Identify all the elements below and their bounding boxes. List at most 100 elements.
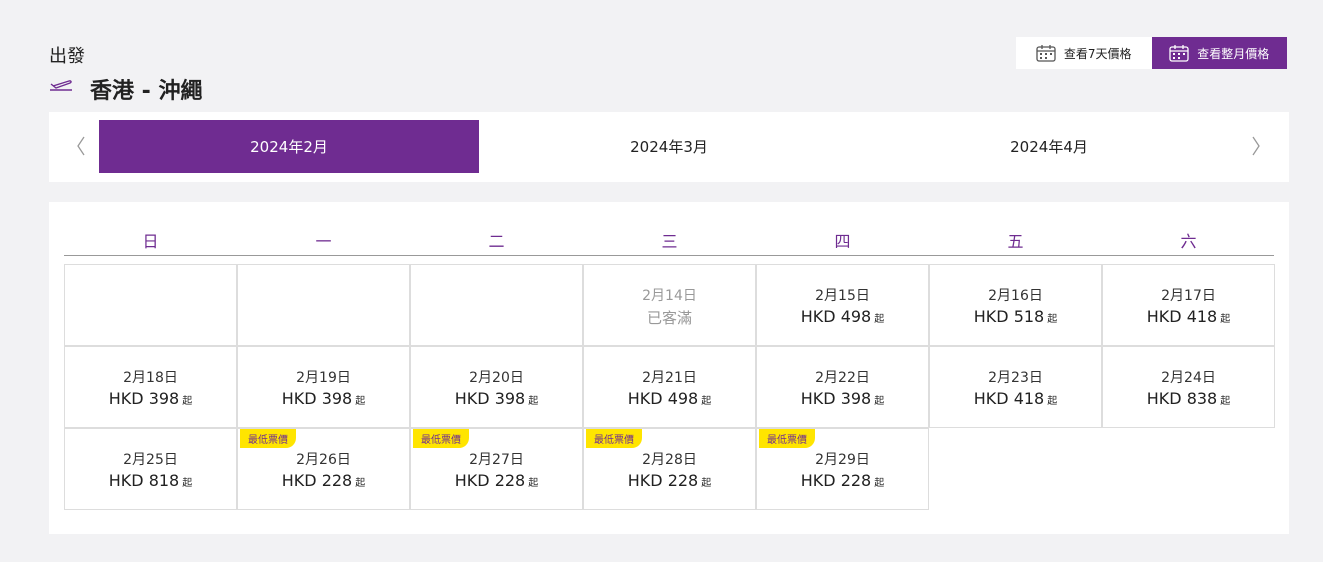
day-date: 2月16日 — [988, 288, 1043, 304]
price-suffix: 起 — [182, 478, 193, 489]
day-cell[interactable]: 2月19日 HKD 398 起 — [237, 346, 410, 428]
day-cell[interactable]: 2月17日 HKD 418 起 — [1102, 264, 1275, 346]
price-suffix: 起 — [874, 396, 885, 407]
day-price-row: HKD 228 起 — [411, 471, 582, 490]
view-buttons: 查看7天價格 查看整月價格 — [1016, 37, 1287, 69]
day-price-row: HKD 228 起 — [757, 471, 928, 490]
day-cell: 2月14日已客滿 — [583, 264, 756, 346]
day-date: 2月23日 — [988, 370, 1043, 386]
day-price-row: HKD 398 起 — [411, 389, 582, 408]
day-price: HKD 518 — [973, 307, 1045, 326]
day-price: HKD 398 — [800, 389, 872, 408]
day-date: 2月15日 — [815, 288, 870, 304]
day-status: 已客滿 — [646, 309, 692, 327]
header-label: 出發 — [49, 46, 85, 67]
day-price: HKD 498 — [800, 307, 872, 326]
calendar-icon — [1169, 45, 1189, 62]
day-cell[interactable]: 2月16日 HKD 518 起 — [929, 264, 1102, 346]
price-suffix: 起 — [874, 478, 885, 489]
day-date: 2月26日 — [296, 452, 351, 468]
day-cell[interactable]: 最低票價 2月26日 HKD 228 起 — [237, 428, 410, 510]
day-cell — [410, 264, 583, 346]
day-date: 2月17日 — [1161, 288, 1216, 304]
calendar-icon — [1036, 45, 1056, 62]
day-cell[interactable]: 2月15日 HKD 498 起 — [756, 264, 929, 346]
month-tab[interactable]: 2024年2月 — [99, 120, 479, 173]
price-suffix: 起 — [528, 478, 539, 489]
day-cell[interactable]: 2月18日 HKD 398 起 — [64, 346, 237, 428]
day-cell — [64, 264, 237, 346]
day-cell[interactable]: 最低票價 2月27日 HKD 228 起 — [410, 428, 583, 510]
price-suffix: 起 — [701, 478, 712, 489]
view-button-label: 查看整月價格 — [1197, 46, 1270, 61]
day-date: 2月27日 — [469, 452, 524, 468]
day-cell[interactable]: 2月22日 HKD 398 起 — [756, 346, 929, 428]
day-date: 2月28日 — [642, 452, 697, 468]
calendar-panel: 日一二三四五六 2月14日 已客滿 2月15日 HKD 498 起 2月16日 HKD 518… — [49, 202, 1289, 534]
month-tab[interactable]: 2024年4月 — [1010, 138, 1088, 156]
weekday: 三 — [661, 232, 678, 251]
day-price-row: HKD 518 起 — [930, 307, 1101, 326]
price-suffix: 起 — [355, 478, 366, 489]
view-button[interactable]: 查看整月價格 — [1151, 37, 1287, 69]
day-price: HKD 498 — [627, 389, 699, 408]
next-arrow[interactable] — [1250, 134, 1262, 158]
day-price-row: HKD 398 起 — [65, 389, 236, 408]
day-date: 2月29日 — [815, 452, 870, 468]
day-date: 2月19日 — [296, 370, 351, 386]
day-price-row: HKD 228 起 — [238, 471, 409, 490]
price-suffix: 起 — [1047, 314, 1058, 325]
weekday: 五 — [1007, 232, 1024, 251]
header-route: 香港 - 沖繩 — [90, 79, 203, 104]
lowest-badge: 最低票價 — [413, 429, 469, 448]
day-price: HKD 228 — [281, 471, 353, 490]
month-tab[interactable]: 2024年3月 — [630, 138, 708, 156]
day-price: HKD 398 — [108, 389, 180, 408]
day-cell[interactable]: 2月20日 HKD 398 起 — [410, 346, 583, 428]
day-price-row: HKD 418 起 — [930, 389, 1101, 408]
price-suffix: 起 — [182, 396, 193, 407]
day-cell[interactable]: 2月21日 HKD 498 起 — [583, 346, 756, 428]
day-price-row: HKD 398 起 — [238, 389, 409, 408]
price-suffix: 起 — [528, 396, 539, 407]
day-cell[interactable]: 2月25日 HKD 818 起 — [64, 428, 237, 510]
day-cell[interactable]: 2月23日 HKD 418 起 — [929, 346, 1102, 428]
day-cell[interactable]: 最低票價 2月28日 HKD 228 起 — [583, 428, 756, 510]
day-price-row: HKD 498 起 — [757, 307, 928, 326]
weekday: 四 — [834, 232, 851, 251]
day-price: HKD 418 — [973, 389, 1045, 408]
day-price-row: HKD 418 起 — [1103, 307, 1274, 326]
day-date: 2月20日 — [469, 370, 524, 386]
day-price: HKD 838 — [1146, 389, 1218, 408]
day-price: HKD 398 — [454, 389, 526, 408]
day-date: 2月22日 — [815, 370, 870, 386]
day-price: HKD 228 — [454, 471, 526, 490]
day-cell[interactable]: 2月24日 HKD 838 起 — [1102, 346, 1275, 428]
plane-icon — [50, 80, 72, 91]
weekday: 日 — [142, 232, 159, 251]
lowest-badge: 最低票價 — [240, 429, 296, 448]
day-price: HKD 418 — [1146, 307, 1218, 326]
header-rule — [64, 255, 1274, 256]
lowest-badge: 最低票價 — [586, 429, 642, 448]
weekday: 二 — [488, 232, 505, 251]
day-price-row: HKD 398 起 — [757, 389, 928, 408]
day-price: HKD 818 — [108, 471, 180, 490]
view-button[interactable]: 查看7天價格 — [1016, 37, 1152, 69]
price-suffix: 起 — [874, 314, 885, 325]
day-price-row: HKD 228 起 — [584, 471, 755, 490]
day-cell[interactable]: 最低票價 2月29日 HKD 228 起 — [756, 428, 929, 510]
price-suffix: 起 — [1047, 396, 1058, 407]
day-date: 2月14日 — [642, 288, 697, 304]
day-date: 2月24日 — [1161, 370, 1216, 386]
day-price-row: HKD 838 起 — [1103, 389, 1274, 408]
day-price-row: HKD 818 起 — [65, 471, 236, 490]
day-date: 2月21日 — [642, 370, 697, 386]
day-price: HKD 228 — [627, 471, 699, 490]
day-cell — [237, 264, 410, 346]
prev-arrow[interactable] — [75, 134, 87, 158]
view-button-label: 查看7天價格 — [1063, 46, 1132, 61]
day-price-row: HKD 498 起 — [584, 389, 755, 408]
